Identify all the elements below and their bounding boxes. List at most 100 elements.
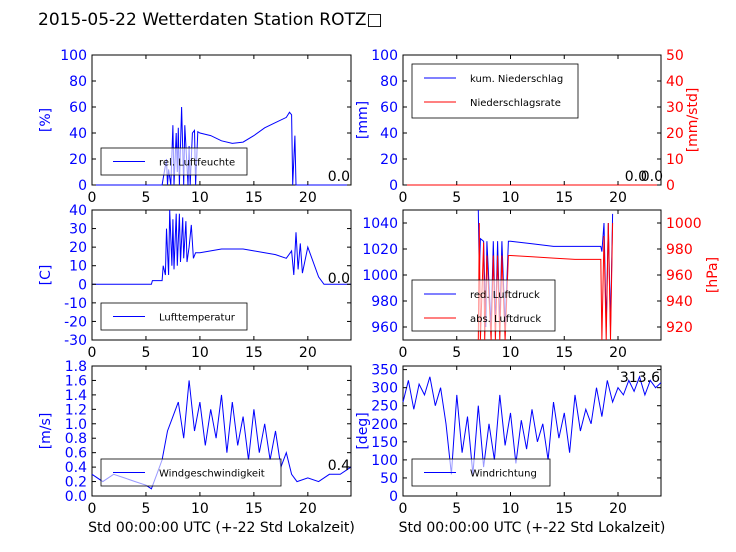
y-tick-label-4-1.4: 1.4 xyxy=(65,388,87,404)
y-tick-label-0-60: 60 xyxy=(69,100,87,116)
x-tick-label-0-15: 15 xyxy=(245,190,263,206)
last-value2-1: 0.0 xyxy=(641,169,663,185)
last-value-2: 0.0 xyxy=(328,271,350,287)
y-tick-label-5-200: 200 xyxy=(371,417,398,433)
x-tick-label-4-20: 20 xyxy=(299,501,317,517)
y-tick-label-0-0: 0 xyxy=(78,178,87,194)
legend-label-4-0: Windgeschwindigkeit xyxy=(159,469,265,480)
last-value-0: 0.0 xyxy=(328,169,350,185)
x-tick-label-5-0: 0 xyxy=(399,501,408,517)
y-tick-label-4-1: 1.0 xyxy=(65,417,87,433)
legend-label-3-0: red. Luftdruck xyxy=(470,290,540,301)
y-tick-label-1-60: 60 xyxy=(380,100,398,116)
y-axis-label-1: [mm] xyxy=(355,101,371,139)
y2-tick-label-1-0: 0 xyxy=(666,178,675,194)
y-tick-label-1-20: 20 xyxy=(380,152,398,168)
y-tick-label-1-40: 40 xyxy=(380,126,398,142)
y-tick-label-2--10: -10 xyxy=(64,296,87,312)
x-tick-label-3-15: 15 xyxy=(555,345,573,361)
y-tick-label-0-20: 20 xyxy=(69,152,87,168)
x-axis-label-4: Std 00:00:00 UTC (+-22 Std Lokalzeit) xyxy=(88,520,355,536)
legend-box-1 xyxy=(411,63,579,119)
x-tick-label-1-15: 15 xyxy=(555,190,573,206)
x-tick-label-5-20: 20 xyxy=(609,501,627,517)
y-tick-label-4-0.6: 0.6 xyxy=(65,446,87,462)
y-tick-label-4-0.4: 0.4 xyxy=(65,460,87,476)
x-tick-label-1-10: 10 xyxy=(502,190,520,206)
y2-tick-label-3-940: 940 xyxy=(666,294,693,310)
last-value-4: 0.4 xyxy=(328,458,350,474)
x-tick-label-2-15: 15 xyxy=(245,345,263,361)
series-line-5-0 xyxy=(402,375,662,475)
legend-label-1-0: kum. Niederschlag xyxy=(470,74,563,85)
y-tick-label-4-0.2: 0.2 xyxy=(65,475,87,491)
x-tick-label-5-10: 10 xyxy=(502,501,520,517)
y-tick-label-2-40: 40 xyxy=(69,203,87,219)
x-tick-label-1-5: 5 xyxy=(452,190,461,206)
y-axis-label-5: [deg] xyxy=(355,412,371,449)
y-tick-label-2-0: 0 xyxy=(78,277,87,293)
x-tick-label-0-5: 5 xyxy=(141,190,150,206)
y-tick-label-3-980: 980 xyxy=(371,294,398,310)
x-tick-label-2-20: 20 xyxy=(299,345,317,361)
y-axis-label-0: [%] xyxy=(38,108,54,132)
y-tick-label-4-1.8: 1.8 xyxy=(65,359,87,375)
x-tick-label-3-20: 20 xyxy=(609,345,627,361)
y-tick-label-5-250: 250 xyxy=(371,399,398,415)
y-tick-label-2--20: -20 xyxy=(64,314,87,330)
y-tick-label-1-80: 80 xyxy=(380,74,398,90)
y-tick-label-5-0: 0 xyxy=(389,489,398,505)
y2-tick-label-3-960: 960 xyxy=(666,268,693,284)
y-tick-label-5-300: 300 xyxy=(371,381,398,397)
y-axis-label-2: [C] xyxy=(38,265,54,286)
x-tick-label-2-10: 10 xyxy=(191,345,209,361)
page-title: 2015-05-22 Wetterdaten Station ROTZ□ xyxy=(38,10,383,30)
y2-tick-label-1-40: 40 xyxy=(666,74,684,90)
x-tick-label-0-10: 10 xyxy=(191,190,209,206)
y2-tick-label-1-30: 30 xyxy=(666,100,684,116)
x-tick-label-3-5: 5 xyxy=(452,345,461,361)
y-tick-label-3-1020: 1020 xyxy=(362,242,398,258)
series-line-2-0 xyxy=(92,209,351,285)
y-tick-label-4-0.8: 0.8 xyxy=(65,431,87,447)
x-tick-label-5-5: 5 xyxy=(452,501,461,517)
legend-box-3 xyxy=(411,279,556,332)
y2-tick-label-1-20: 20 xyxy=(666,126,684,142)
x-tick-label-0-0: 0 xyxy=(88,190,97,206)
x-tick-label-2-5: 5 xyxy=(141,345,150,361)
x-tick-label-3-0: 0 xyxy=(399,345,408,361)
x-tick-label-4-0: 0 xyxy=(88,501,97,517)
y-tick-label-4-1.6: 1.6 xyxy=(65,373,87,389)
x-tick-label-0-20: 20 xyxy=(299,190,317,206)
y-tick-label-3-1000: 1000 xyxy=(362,268,398,284)
y2-axis-label-3: [hPa] xyxy=(705,257,721,293)
last-value-1: 0.0 xyxy=(625,169,647,185)
y-tick-label-2-20: 20 xyxy=(69,240,87,256)
y-tick-label-4-1.2: 1.2 xyxy=(65,402,87,418)
y-tick-label-1-0: 0 xyxy=(389,178,398,194)
y2-axis-label-1: [mm/std] xyxy=(685,88,701,153)
y-tick-label-2-10: 10 xyxy=(69,259,87,275)
y-tick-label-3-1040: 1040 xyxy=(362,216,398,232)
y-tick-label-5-100: 100 xyxy=(371,453,398,469)
y-tick-label-4-0: 0.0 xyxy=(65,489,87,505)
y2-tick-label-3-920: 920 xyxy=(666,320,693,336)
y-tick-label-5-150: 150 xyxy=(371,435,398,451)
legend-label-5-0: Windrichtung xyxy=(470,469,537,480)
y-tick-label-5-350: 350 xyxy=(371,363,398,379)
x-tick-label-3-10: 10 xyxy=(502,345,520,361)
x-tick-label-2-0: 0 xyxy=(88,345,97,361)
y2-tick-label-1-50: 50 xyxy=(666,48,684,64)
x-tick-label-4-15: 15 xyxy=(245,501,263,517)
y-tick-label-0-100: 100 xyxy=(60,48,87,64)
legend-label-2-0: Lufttemperatur xyxy=(159,313,236,324)
y-tick-label-1-100: 100 xyxy=(371,48,398,64)
x-tick-label-4-10: 10 xyxy=(191,501,209,517)
series-line-3-1 xyxy=(477,222,614,341)
y-tick-label-3-960: 960 xyxy=(371,320,398,336)
x-tick-label-5-15: 15 xyxy=(555,501,573,517)
y-tick-label-0-40: 40 xyxy=(69,126,87,142)
y-tick-label-2-30: 30 xyxy=(69,222,87,238)
x-tick-label-1-0: 0 xyxy=(399,190,408,206)
